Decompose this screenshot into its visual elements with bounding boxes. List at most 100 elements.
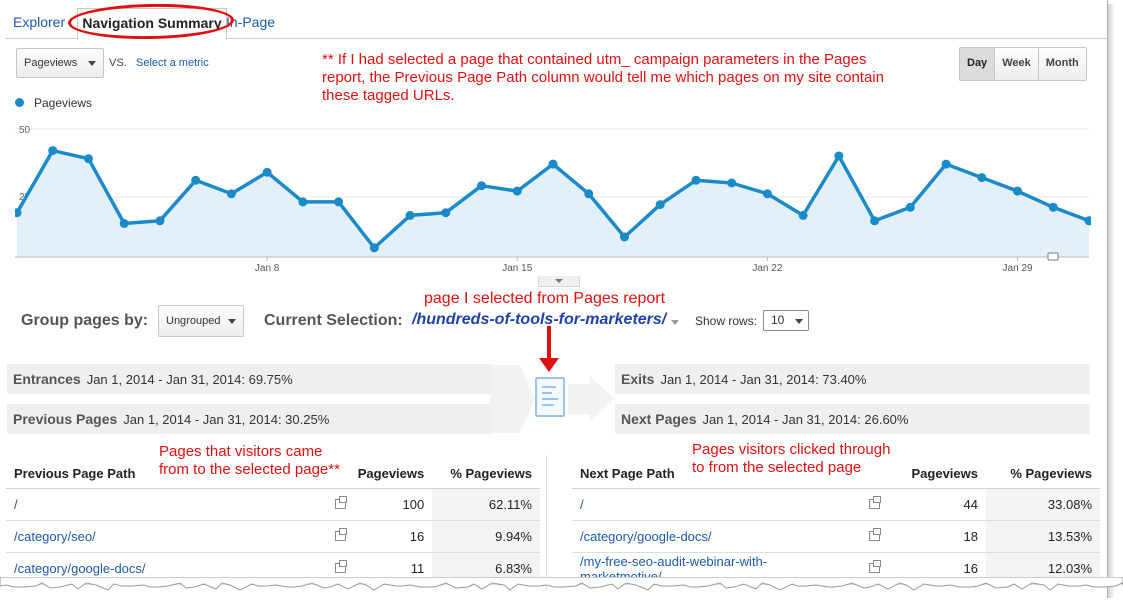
chart-collapse-handle[interactable] [538,276,580,287]
data-point-jan-15 [512,186,522,196]
previous-pct-cell: 9.94% [432,520,540,553]
annotation-utm-line-3: these tagged URLs. [322,87,455,104]
tab-divider [5,38,1107,39]
red-arrow-down-icon [539,358,559,372]
data-point-jan-12 [405,210,415,220]
data-point-jan-25 [870,216,880,226]
x-tick-label: Jan 8 [255,263,280,274]
next-path-header[interactable]: Next Page Path [572,458,884,489]
tab-navigation-summary[interactable]: Navigation Summary [77,8,227,40]
chevron-down-icon [228,319,236,324]
flow-connector [490,365,614,433]
open-external-icon[interactable] [334,560,347,573]
data-point-jan-11 [369,243,379,253]
x-tick-label: Jan 15 [502,263,532,274]
data-point-jan-14 [477,181,487,191]
table-row: /category/google-docs/ 18 13.53% [572,520,1100,553]
entrances-value: Jan 1, 2014 - Jan 31, 2014: 69.75% [86,372,293,387]
data-point-jan-30 [1048,202,1058,212]
next-path-link[interactable]: / [572,488,852,521]
data-point-jan-1 [15,208,22,218]
previous-pageviews-header[interactable]: Pageviews [349,458,433,489]
data-point-jan-10 [334,197,344,207]
show-rows-label: Show rows: [695,314,758,328]
annotation-marker-icon [1047,252,1059,261]
data-point-jan-23 [798,210,808,220]
show-rows-value: 10 [771,313,785,327]
red-arrow-shaft [547,326,551,360]
flow-in-arrow [490,365,535,433]
previous-pages-label: Previous Pages [13,411,118,427]
current-selection-value[interactable]: /hundreds-of-tools-for-marketers/ [412,311,667,328]
x-tick-label: Jan 29 [1003,263,1033,274]
group-pages-label: Group pages by: [21,312,149,329]
data-point-jan-24 [834,151,844,161]
data-point-jan-3 [83,154,93,164]
data-point-jan-22 [762,189,772,199]
previous-pageviews-cell: 16 [349,520,433,553]
previous-pages-table: Previous Page Path Pageviews % Pageviews… [6,458,540,585]
previous-pct-header[interactable]: % Pageviews [432,458,540,489]
next-path-link[interactable]: /category/google-docs/ [572,520,852,553]
exits-label: Exits [621,371,655,387]
data-point-jan-21 [727,178,737,188]
flow-out-arrow [568,376,614,422]
period-toggle: Day Week Month [959,47,1087,81]
day-button[interactable]: Day [960,48,996,80]
entrances-bar[interactable]: Entrances Jan 1, 2014 - Jan 31, 2014: 69.… [7,364,491,394]
annotation-utm-line-1: ** If I had selected a page that contain… [322,51,867,68]
data-point-jan-28 [977,173,987,183]
month-button[interactable]: Month [1038,48,1086,80]
next-pages-value: Jan 1, 2014 - Jan 31, 2014: 26.60% [702,412,909,427]
data-point-jan-26 [905,202,915,212]
week-button[interactable]: Week [995,48,1039,80]
previous-pageviews-cell: 100 [349,488,433,521]
window-shadow [1107,4,1115,598]
data-point-jan-13 [441,208,451,218]
current-selection-label: Current Selection: [264,312,403,329]
table-header-row: Previous Page Path Pageviews % Pageviews [6,458,540,489]
vs-label: VS. [109,57,127,69]
next-pageviews-header[interactable]: Pageviews [884,458,986,489]
open-external-icon[interactable] [869,496,881,509]
previous-path-header[interactable]: Previous Page Path [6,458,350,489]
previous-path-link[interactable]: /category/seo/ [6,520,255,553]
next-pages-table: Next Page Path Pageviews % Pageviews / 4… [572,458,1100,585]
exits-value: Jan 1, 2014 - Jan 31, 2014: 73.40% [660,372,867,387]
tab-explorer[interactable]: Explorer [13,14,66,30]
torn-edge [0,577,1123,591]
next-pages-label: Next Pages [621,411,697,427]
previous-pct-cell: 62.11% [432,488,540,521]
chevron-down-icon[interactable] [671,320,679,325]
tab-in-page[interactable]: In-Page [226,14,276,30]
legend-dot [15,98,24,107]
annotation-utm-line-2: report, the Previous Page Path column wo… [322,69,884,86]
open-external-icon[interactable] [334,528,347,541]
open-external-icon[interactable] [334,496,347,509]
show-rows-select[interactable]: 10 [763,310,809,331]
annotation-previous-line-1: Pages that visitors came [159,443,323,460]
previous-path-link[interactable]: / [6,488,255,521]
group-pages-select[interactable]: Ungrouped [158,305,244,337]
data-point-jan-8 [262,167,272,177]
metric-select[interactable]: Pageviews [16,48,104,78]
select-metric-link[interactable]: Select a metric [136,57,209,69]
exits-bar[interactable]: Exits Jan 1, 2014 - Jan 31, 2014: 73.40% [615,364,1090,394]
next-pct-cell: 13.53% [986,520,1100,553]
annotation-utm: ** If I had selected a page that contain… [322,51,884,105]
x-tick-label: Jan 22 [752,263,782,274]
open-external-icon[interactable] [869,528,881,541]
data-point-jan-16 [548,159,558,169]
next-pages-bar[interactable]: Next Pages Jan 1, 2014 - Jan 31, 2014: 26… [615,404,1090,434]
entrances-label: Entrances [13,371,81,387]
open-external-icon[interactable] [869,560,881,573]
next-pageviews-cell: 44 [884,488,986,521]
table-divider [546,455,547,590]
next-pct-header[interactable]: % Pageviews [986,458,1100,489]
data-point-jan-7 [226,189,236,199]
previous-pages-bar[interactable]: Previous Pages Jan 1, 2014 - Jan 31, 2014… [7,404,491,434]
data-point-jan-27 [941,159,951,169]
pageviews-area [17,150,1089,257]
data-point-jan-20 [691,175,701,185]
